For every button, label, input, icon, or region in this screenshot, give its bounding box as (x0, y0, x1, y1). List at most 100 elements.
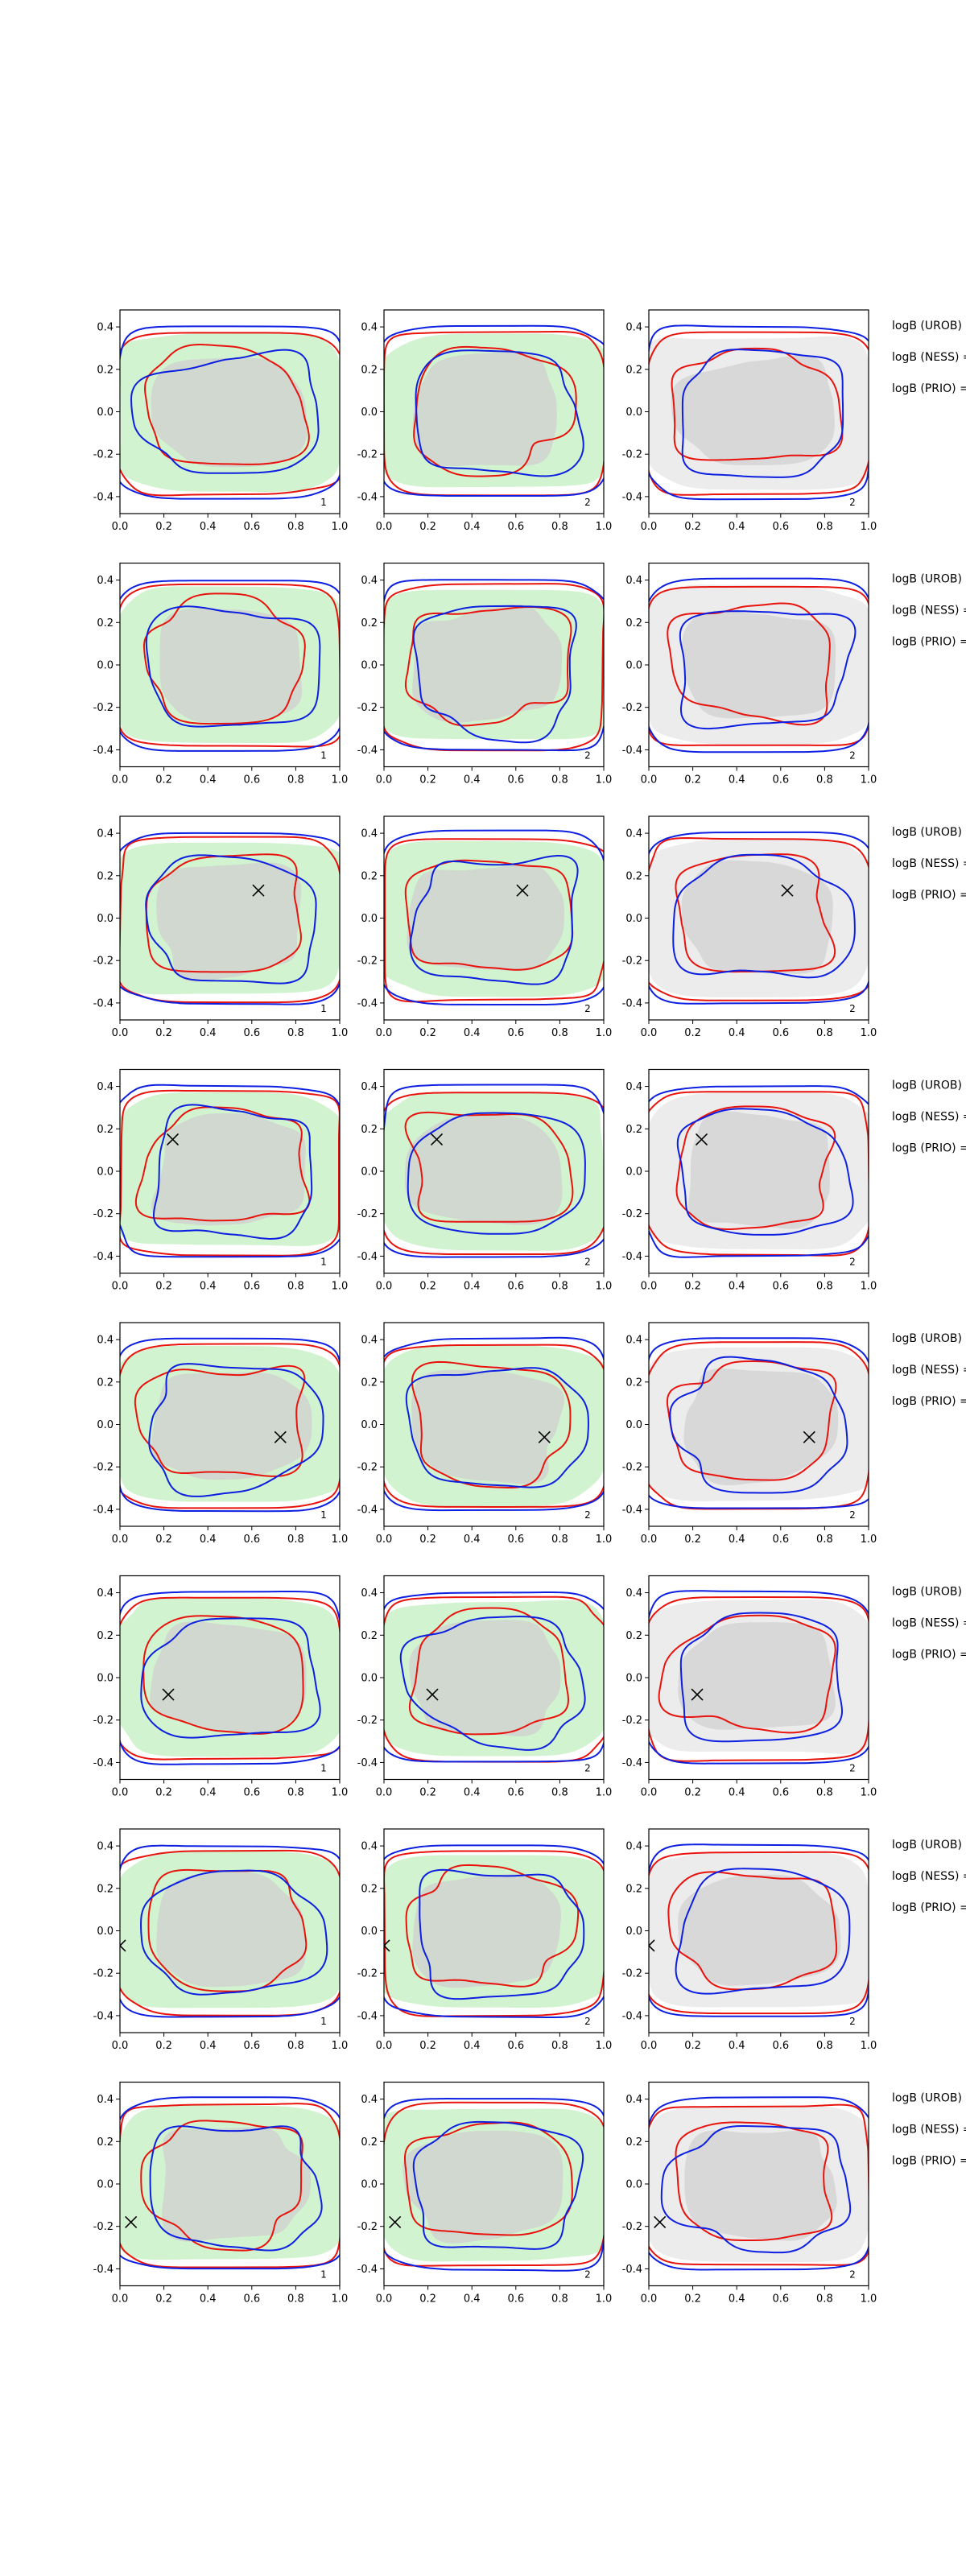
side-label: logB (UROB) = (892, 1586, 966, 1599)
panel-r2-c3: 0.0 0.2 0.4 0.6 0.8 1.0 0.4 0.2 0.0 -0.2 -0.4 2 (622, 562, 877, 786)
x-tick-label: 0.2 (684, 2040, 701, 2052)
y-tick-label: -0.2 (93, 449, 114, 461)
y-tick-label: 0.2 (361, 1883, 378, 1895)
y-tick-label: -0.2 (93, 1715, 114, 1727)
x-tick-label: 0.8 (551, 2293, 568, 2306)
x-tick-label: 1.0 (332, 1534, 349, 1546)
y-tick-label: 0.0 (625, 1926, 642, 1938)
y-tick-label: 0.0 (361, 1166, 378, 1179)
y-tick-label: -0.4 (93, 745, 114, 757)
y-tick-label: 0.2 (97, 2136, 114, 2149)
x-tick-label: 0.6 (772, 774, 789, 786)
red-contour-outer (384, 1344, 604, 1508)
panel-label: 2 (849, 1257, 856, 1268)
x-tick-label: 0.2 (155, 1281, 172, 1293)
panel-label: 2 (584, 2269, 591, 2281)
x-tick-label: 0.8 (816, 1534, 833, 1546)
panel-label: 2 (849, 1509, 856, 1521)
x-tick-label: 0.0 (112, 2293, 129, 2306)
x-tick-label: 0.2 (155, 1787, 172, 1799)
y-tick-label: 0.2 (97, 870, 114, 882)
side-label: logB (NESS) = (892, 1364, 966, 1377)
blue-contour-inner (419, 1868, 585, 2000)
y-tick-label: 0.4 (361, 575, 378, 587)
y-tick-label: 0.4 (97, 322, 114, 334)
y-tick-label: 0.2 (625, 1630, 642, 1642)
x-tick-label: 1.0 (596, 521, 613, 533)
x-tick-label: 0.4 (200, 1281, 217, 1293)
y-tick-label: -0.4 (357, 2010, 378, 2022)
x-tick-label: 0.6 (243, 2293, 260, 2306)
x-tick-label: 0.4 (200, 774, 217, 786)
y-tick-label: 0.4 (625, 1587, 642, 1600)
panel-r7-c2: 0.0 0.2 0.4 0.6 0.8 1.0 0.4 0.2 0.0 -0.2 -0.4 2 (357, 1828, 612, 2052)
red-contour-outer (384, 2101, 604, 2267)
panel-label: 2 (849, 1763, 856, 1774)
x-tick-label: 0.0 (112, 774, 129, 786)
panel-r5-c3: 0.0 0.2 0.4 0.6 0.8 1.0 0.4 0.2 0.0 -0.2 -0.4 2 (622, 1322, 877, 1546)
blue-contour-inner (681, 349, 844, 478)
x-tick-label: 0.2 (419, 774, 436, 786)
side-label: logB (PRIO) = (892, 1395, 966, 1408)
x-tick-label: 0.8 (816, 1787, 833, 1799)
y-tick-label: 0.4 (361, 1335, 378, 1347)
blue-contour-inner (660, 2124, 852, 2254)
side-label: logB (NESS) = (892, 2124, 966, 2136)
panel-r4-c2: 0.0 0.2 0.4 0.6 0.8 1.0 0.4 0.2 0.0 -0.2 -0.4 2 (357, 1068, 612, 1293)
panel-label: 2 (849, 497, 856, 508)
red-contour-outer (120, 1089, 340, 1257)
panel-label: 2 (584, 750, 591, 762)
y-tick-label: 0.2 (97, 1630, 114, 1642)
blue-contour-outer (649, 577, 869, 753)
x-tick-label: 1.0 (332, 2040, 349, 2052)
y-tick-label: 0.4 (361, 1587, 378, 1600)
blue-contour-outer (384, 1084, 604, 1258)
panel-r3-c3: 0.0 0.2 0.4 0.6 0.8 1.0 0.4 0.2 0.0 -0.2 -0.4 2 (622, 815, 877, 1039)
blue-contour-outer (649, 831, 869, 1005)
blue-contour-inner (679, 610, 857, 730)
red-contour-inner (408, 1607, 570, 1736)
side-label: logB (UROB) = (892, 826, 966, 839)
x-tick-label: 1.0 (332, 1027, 349, 1039)
blue-contour-inner (145, 605, 321, 728)
x-tick-label: 0.4 (729, 1534, 745, 1546)
x-tick-label: 0.2 (155, 1534, 172, 1546)
x-tick-label: 0.8 (551, 1787, 568, 1799)
y-tick-label: 0.0 (361, 1673, 378, 1685)
x-tick-label: 0.6 (507, 2040, 524, 2052)
x-marker (166, 1133, 180, 1146)
filled-region-inner (162, 2127, 311, 2242)
y-tick-label: -0.4 (622, 491, 642, 503)
panel-r6-c1: 0.0 0.2 0.4 0.6 0.8 1.0 0.4 0.2 0.0 -0.2 -0.4 1 (93, 1575, 348, 1799)
x-tick-label: 0.6 (507, 1534, 524, 1546)
y-tick-label: -0.4 (357, 997, 378, 1009)
panel-label: 1 (320, 1257, 327, 1268)
y-tick-label: 0.4 (625, 322, 642, 334)
x-tick-label: 1.0 (332, 774, 349, 786)
y-tick-label: -0.2 (93, 1968, 114, 1980)
x-tick-label: 0.2 (419, 2040, 436, 2052)
y-tick-label: 0.2 (97, 1883, 114, 1895)
y-tick-label: -0.4 (357, 1504, 378, 1516)
x-tick-label: 0.6 (507, 521, 524, 533)
x-marker (654, 2215, 667, 2229)
filled-region-inner (151, 1113, 306, 1226)
x-tick-label: 0.6 (243, 1787, 260, 1799)
x-tick-label: 0.8 (551, 774, 568, 786)
x-tick-label: 0.0 (376, 774, 393, 786)
x-tick-label: 0.6 (772, 2293, 789, 2306)
y-tick-label: -0.4 (622, 745, 642, 757)
panel-label: 2 (584, 1763, 591, 1774)
x-tick-label: 0.8 (287, 2040, 304, 2052)
y-tick-label: -0.4 (622, 997, 642, 1009)
x-tick-label: 0.8 (551, 2040, 568, 2052)
x-tick-label: 0.4 (464, 2040, 481, 2052)
x-tick-label: 0.6 (772, 2040, 789, 2052)
blue-contour-inner (676, 1108, 854, 1236)
x-tick-label: 0.8 (287, 2293, 304, 2306)
x-tick-label: 0.4 (729, 774, 745, 786)
panel-label: 2 (584, 1509, 591, 1521)
x-tick-label: 1.0 (596, 1534, 613, 1546)
y-tick-label: 0.2 (361, 2136, 378, 2149)
